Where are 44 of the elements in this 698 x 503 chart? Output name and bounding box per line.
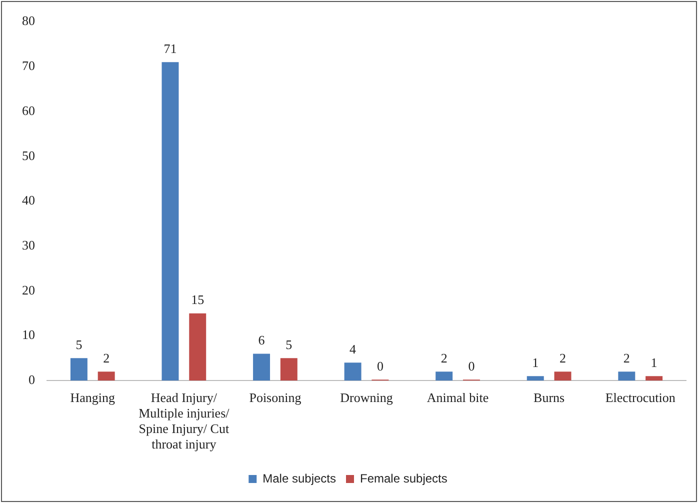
y-tick-label: 10 <box>22 327 35 342</box>
y-tick-label: 20 <box>22 282 35 298</box>
bar <box>162 62 179 381</box>
y-tick-label: 30 <box>22 237 35 252</box>
x-tick-label: Burns <box>534 390 565 405</box>
x-tick-label: Head Injury/ Multiple injuries/ Spine Injury/ Cut throat injury <box>138 390 230 452</box>
data-label: 15 <box>191 292 204 308</box>
bar <box>253 354 270 381</box>
data-label: 4 <box>350 342 357 357</box>
x-tick-label: Poisoning <box>249 390 302 405</box>
bar <box>280 358 298 381</box>
y-tick-label: 50 <box>22 148 35 163</box>
bar <box>618 372 636 381</box>
bar <box>554 372 572 381</box>
data-label: 1 <box>650 355 658 370</box>
data-label: 2 <box>560 350 566 366</box>
y-tick-label: 40 <box>22 192 35 208</box>
y-tick-label: 0 <box>28 372 35 388</box>
data-label: 0 <box>376 358 384 374</box>
data-label: 0 <box>468 358 475 374</box>
y-tick-label: 60 <box>22 102 35 118</box>
data-label: 2 <box>440 350 448 366</box>
bar <box>526 376 544 381</box>
data-label: 5 <box>76 337 82 352</box>
x-tick-label: Hanging <box>70 390 116 405</box>
y-tick-label: 80 <box>22 13 35 28</box>
legend-label: Female subjects <box>360 471 448 486</box>
data-label: 1 <box>532 355 539 370</box>
x-tick-label: Electrocution <box>605 390 676 405</box>
data-label: 5 <box>286 337 292 352</box>
legend-label: Male subjects <box>262 471 336 486</box>
bar <box>344 362 362 381</box>
bar <box>646 376 663 381</box>
bar <box>70 358 88 381</box>
data-label: 6 <box>258 332 266 348</box>
bar <box>98 372 115 381</box>
y-tick-label: 70 <box>22 58 35 74</box>
bar <box>436 372 453 381</box>
x-tick-label: Drowning <box>340 390 394 405</box>
bar <box>189 313 206 381</box>
data-label: 71 <box>164 41 177 56</box>
data-label: 2 <box>623 350 630 366</box>
x-tick-label: Animal bite <box>426 390 489 405</box>
data-label: 2 <box>103 350 110 366</box>
